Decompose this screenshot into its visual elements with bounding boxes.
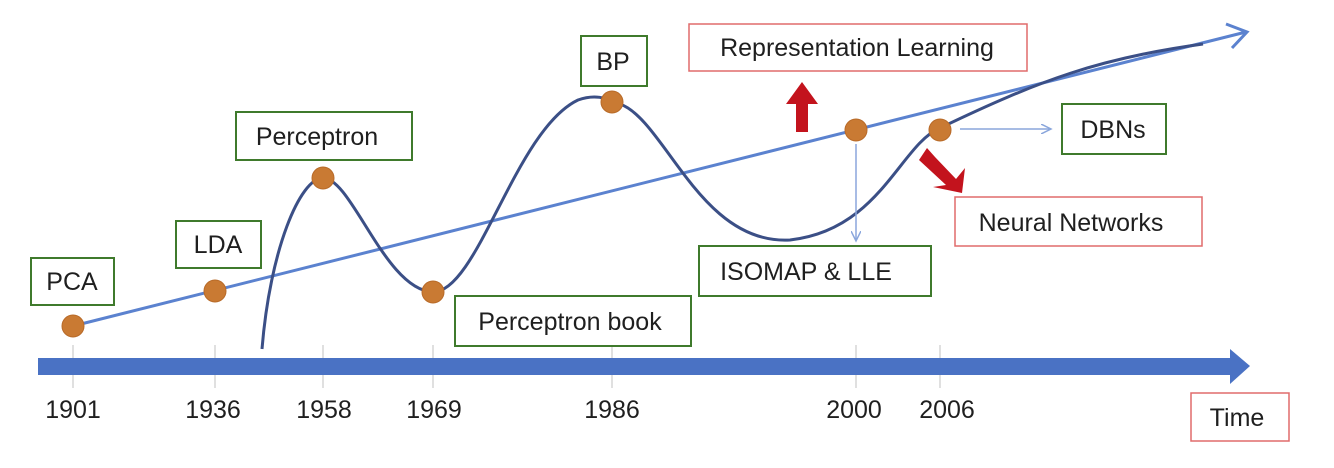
label-box-perceptron-book [454, 295, 692, 347]
milestone-dot-1969 [421, 280, 445, 304]
milestone-dot-1936 [203, 279, 227, 303]
label-isomap-lle: ISOMAP & LLE [720, 258, 892, 286]
label-time: Time [1210, 404, 1265, 432]
red-label-boxes [688, 23, 1290, 442]
milestone-dot-2006 [928, 118, 952, 142]
year-label: 2000 [826, 396, 882, 424]
milestone-dot-1986 [600, 90, 624, 114]
milestone-dot-1901 [61, 314, 85, 338]
time-axis [38, 349, 1250, 384]
label-box-perceptron [235, 111, 413, 161]
year-labels: 1901 1936 1958 1969 1986 2000 2006 [45, 396, 975, 424]
year-label: 1936 [185, 396, 241, 424]
year-label: 1958 [296, 396, 352, 424]
label-bp: BP [596, 48, 629, 76]
year-label: 2006 [919, 396, 975, 424]
label-box-isomap-lle [698, 245, 932, 297]
label-box-representation-learning [688, 23, 1028, 72]
milestone-dot-1958 [311, 166, 335, 190]
milestone-dots [61, 90, 952, 338]
trend-line [72, 22, 1250, 328]
label-representation-learning: Representation Learning [720, 34, 994, 62]
label-neural-networks: Neural Networks [979, 209, 1164, 237]
year-label: 1986 [584, 396, 640, 424]
label-box-time [1190, 392, 1290, 442]
label-dbns: DBNs [1080, 116, 1145, 144]
label-lda: LDA [194, 231, 243, 259]
red-arrow-down-icon [919, 148, 965, 193]
red-arrow-up-icon [786, 82, 818, 132]
year-label: 1969 [406, 396, 462, 424]
label-perceptron-book: Perceptron book [478, 308, 662, 336]
label-perceptron: Perceptron [256, 123, 378, 151]
green-label-boxes [30, 35, 1167, 347]
label-pca: PCA [46, 268, 98, 296]
label-box-pca [30, 257, 115, 306]
label-box-neural-networks [954, 196, 1203, 247]
year-label: 1901 [45, 396, 101, 424]
label-box-lda [175, 220, 262, 269]
milestone-dot-2000 [844, 118, 868, 142]
label-box-dbns [1061, 103, 1167, 155]
label-box-bp [580, 35, 648, 87]
